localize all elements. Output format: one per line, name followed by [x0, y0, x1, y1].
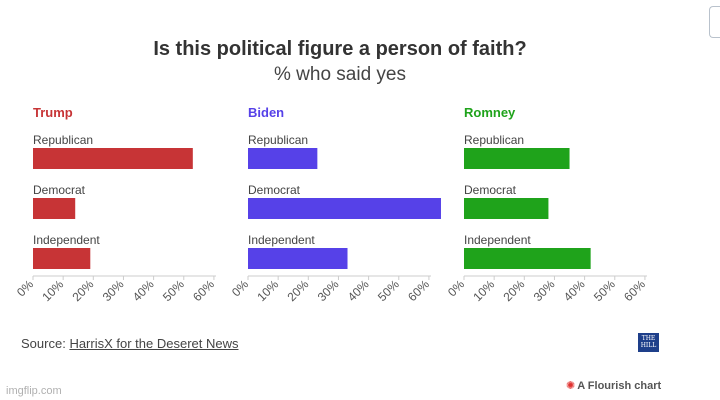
x-tick-label: 20% [285, 277, 312, 304]
bar-romney-republican [464, 148, 570, 169]
window-edge-button[interactable] [709, 6, 720, 38]
row-label: Republican [33, 133, 93, 147]
x-tick-label: 40% [130, 277, 157, 304]
source-line: Source: HarrisX for the Deseret News [21, 336, 239, 351]
bar-trump-democrat [33, 198, 76, 219]
panel-title-romney: Romney [464, 105, 516, 120]
flourish-credit-text: A Flourish chart [577, 380, 662, 392]
row-label: Democrat [248, 183, 301, 197]
bar-trump-independent [33, 248, 91, 269]
bar-biden-independent [248, 248, 348, 269]
flourish-star-icon: ✺ [566, 380, 576, 392]
row-label: Independent [33, 233, 100, 247]
panel-title-biden: Biden [248, 105, 284, 120]
bar-biden-democrat [248, 198, 441, 219]
flourish-credit[interactable]: ✺ A Flourish chart [566, 379, 661, 392]
row-label: Republican [464, 133, 524, 147]
x-tick-label: 20% [501, 277, 528, 304]
x-tick-label: 30% [100, 277, 127, 304]
x-tick-label: 10% [39, 277, 66, 304]
source-label: Source: [21, 336, 66, 351]
bar-biden-republican [248, 148, 318, 169]
x-tick-label: 40% [561, 277, 588, 304]
bar-trump-republican [33, 148, 193, 169]
x-tick-label: 0% [14, 277, 36, 299]
x-tick-label: 60% [405, 277, 432, 304]
imgflip-watermark: imgflip.com [6, 385, 62, 397]
x-tick-label: 50% [591, 277, 618, 304]
x-tick-label: 10% [470, 277, 497, 304]
x-tick-label: 50% [375, 277, 402, 304]
bar-romney-independent [464, 248, 591, 269]
x-tick-label: 40% [345, 277, 372, 304]
the-hill-logo: THE HILL [638, 333, 659, 352]
x-tick-label: 0% [229, 277, 251, 299]
x-tick-label: 10% [254, 277, 281, 304]
panel-title-trump: Trump [33, 105, 73, 120]
chart-subtitle: % who said yes [273, 64, 406, 85]
x-tick-label: 30% [531, 277, 558, 304]
bar-romney-democrat [464, 198, 549, 219]
row-label: Independent [464, 233, 531, 247]
x-tick-label: 0% [445, 277, 467, 299]
row-label: Democrat [464, 183, 517, 197]
source-link[interactable]: HarrisX for the Deseret News [69, 336, 239, 351]
x-tick-label: 30% [315, 277, 342, 304]
x-tick-label: 60% [621, 277, 648, 304]
row-label: Democrat [33, 183, 86, 197]
x-tick-label: 50% [160, 277, 187, 304]
row-label: Republican [248, 133, 308, 147]
chart-title: Is this political figure a person of fai… [153, 38, 527, 60]
x-tick-label: 60% [190, 277, 217, 304]
row-label: Independent [248, 233, 315, 247]
x-tick-label: 20% [70, 277, 97, 304]
